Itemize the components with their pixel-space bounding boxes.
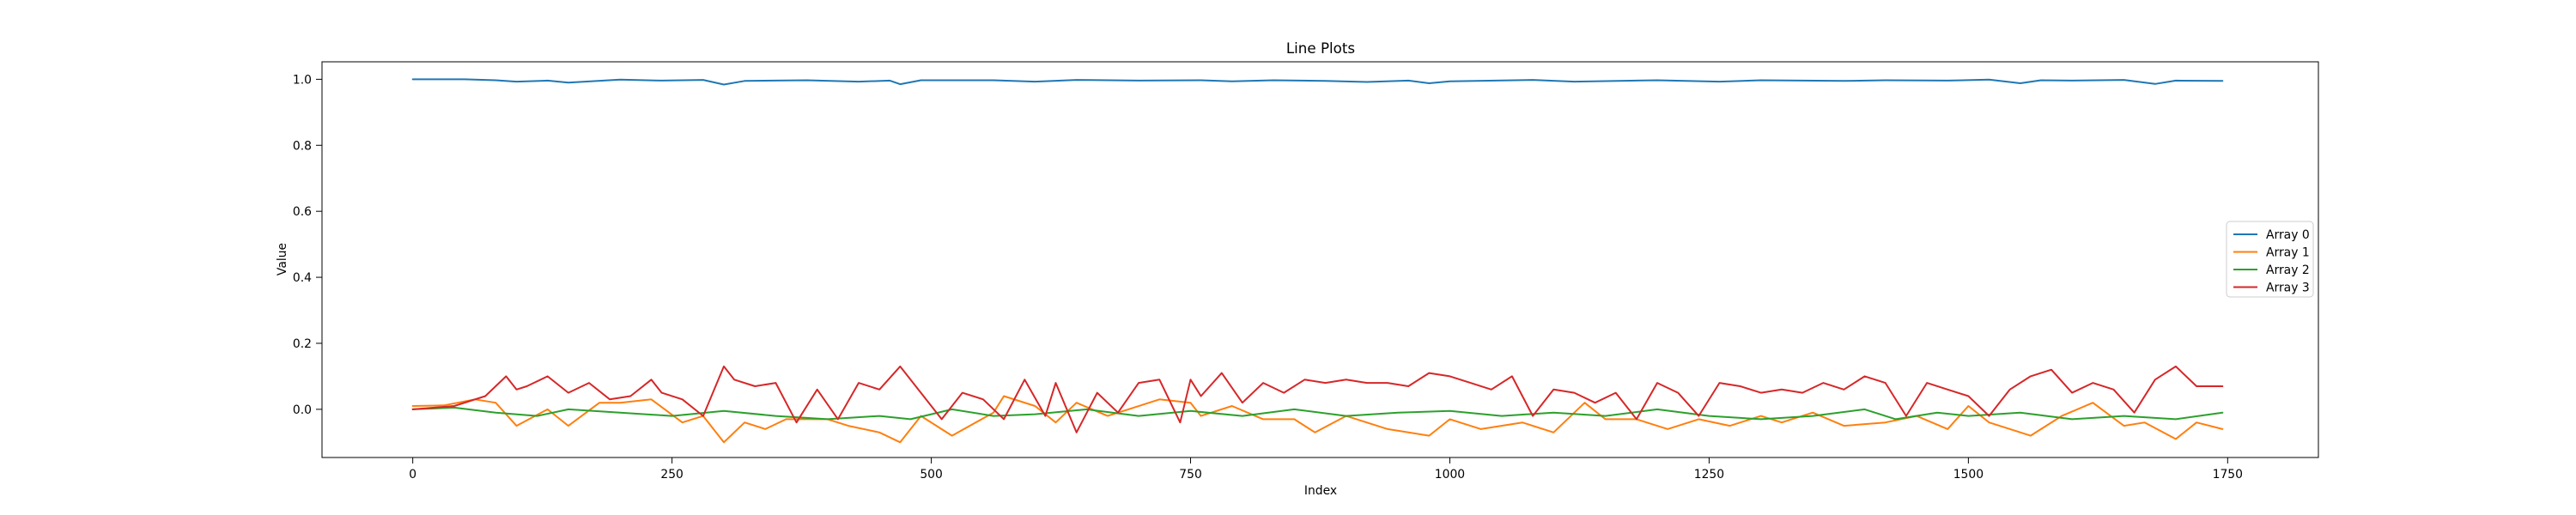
chart-title: Line Plots [1286, 39, 1355, 57]
series-line-array-0 [411, 78, 2224, 86]
legend-label: Array 0 [2266, 228, 2310, 242]
y-tick-label: 0.2 [293, 337, 312, 351]
y-axis-label: Value [276, 243, 289, 276]
axes-frame [321, 61, 2319, 458]
legend-label: Array 3 [2266, 282, 2310, 295]
series-lines [411, 78, 2224, 444]
y-axis-ticks: 0.0 0.2 0.4 0.6 0.8 1.0 [293, 73, 322, 417]
series-line-array-3 [411, 365, 2224, 433]
x-tick-label: 0 [409, 468, 416, 482]
x-tick-label: 750 [1179, 468, 1202, 482]
series-line-array-1 [411, 395, 2224, 444]
x-tick-label: 1000 [1435, 468, 1465, 482]
x-tick-label: 1750 [2213, 468, 2243, 482]
y-tick-label: 0.4 [293, 271, 312, 285]
legend: Array 0 Array 1 Array 2 Array 3 [2226, 221, 2314, 298]
x-tick-label: 500 [920, 468, 943, 482]
series-line-array-2 [411, 406, 2224, 421]
x-tick-label: 250 [660, 468, 683, 482]
y-tick-label: 0.8 [293, 139, 312, 153]
legend-label: Array 1 [2266, 246, 2310, 260]
x-tick-label: 1500 [1953, 468, 1984, 482]
legend-label: Array 2 [2266, 264, 2310, 277]
y-tick-label: 0.6 [293, 205, 312, 219]
y-tick-label: 1.0 [293, 73, 312, 87]
y-tick-label: 0.0 [293, 403, 312, 417]
x-axis-label: Index [1304, 484, 1337, 498]
x-axis-ticks: 0 250 500 750 1000 1250 1500 1750 [409, 457, 2243, 482]
legend-box [2226, 221, 2314, 298]
plot-area [321, 61, 2319, 458]
x-tick-label: 1250 [1694, 468, 1724, 482]
